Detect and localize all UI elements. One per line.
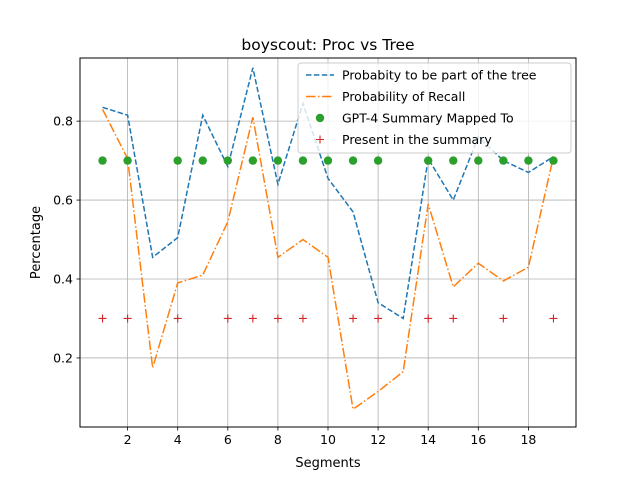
legend-label: GPT-4 Summary Mapped To — [342, 111, 514, 126]
data-point — [524, 156, 533, 165]
data-point — [349, 314, 358, 323]
x-axis-label: Segments — [295, 456, 361, 471]
data-point — [248, 156, 258, 165]
y-tick-label: 0.8 — [53, 114, 73, 129]
y-axis-label: Percentage — [29, 206, 44, 279]
data-point — [323, 156, 333, 165]
data-point — [98, 156, 107, 165]
data-point — [549, 156, 558, 165]
data-point — [98, 314, 107, 323]
legend-entry: Probability of Recall — [306, 89, 465, 104]
legend-entry: Present in the summary — [316, 132, 492, 147]
data-point — [499, 314, 508, 323]
data-point — [549, 314, 558, 323]
y-tick-label: 0.2 — [53, 350, 73, 365]
data-point — [248, 314, 257, 323]
data-point — [198, 156, 207, 165]
x-tick-label: 4 — [174, 432, 182, 447]
data-point — [273, 314, 282, 323]
legend: Probabity to be part of the tree Probabil… — [297, 62, 572, 154]
x-tick-label: 6 — [224, 432, 232, 447]
data-point — [123, 156, 132, 165]
legend-entry: GPT-4 Summary Mapped To — [315, 111, 514, 126]
data-point — [123, 314, 132, 323]
data-point — [173, 156, 182, 165]
data-point — [449, 156, 458, 165]
y-tick-label: 0.4 — [53, 272, 73, 287]
legend-entry: Probabity to be part of the tree — [306, 68, 537, 83]
series-2 — [98, 156, 558, 165]
legend-swatch — [315, 113, 325, 123]
x-tick-label: 16 — [470, 432, 486, 447]
data-point — [424, 156, 433, 165]
data-point — [449, 314, 458, 323]
data-point — [298, 156, 308, 165]
x-tick-label: 10 — [320, 432, 336, 447]
data-point — [348, 156, 358, 165]
data-point — [499, 156, 508, 165]
data-point — [374, 314, 383, 323]
data-point — [223, 314, 232, 323]
legend-label: Present in the summary — [342, 132, 492, 147]
data-point — [424, 314, 433, 323]
data-point — [298, 314, 307, 323]
x-tick-label: 2 — [124, 432, 132, 447]
series-1 — [101, 108, 555, 411]
legend-label: Probability of Recall — [342, 89, 465, 104]
data-point — [223, 156, 232, 165]
x-tick-label: 14 — [420, 432, 436, 447]
y-tick-label: 0.6 — [53, 193, 73, 208]
data-point — [373, 156, 383, 165]
series-3 — [98, 314, 558, 323]
legend-label: Probabity to be part of the tree — [342, 68, 537, 83]
axis-ticks: 2 4 6 8 10 12 14 16 18 0.2 0.4 0.6 0.8 — [53, 114, 536, 447]
x-tick-label: 8 — [274, 432, 282, 447]
legend-box — [297, 62, 572, 154]
legend-swatch — [316, 135, 324, 144]
data-point — [173, 314, 182, 323]
chart-title: boyscout: Proc vs Tree — [241, 36, 414, 54]
x-tick-label: 12 — [370, 432, 386, 447]
data-point — [474, 156, 483, 165]
series-line — [101, 108, 555, 411]
data-point — [273, 156, 283, 165]
x-tick-label: 18 — [520, 432, 536, 447]
